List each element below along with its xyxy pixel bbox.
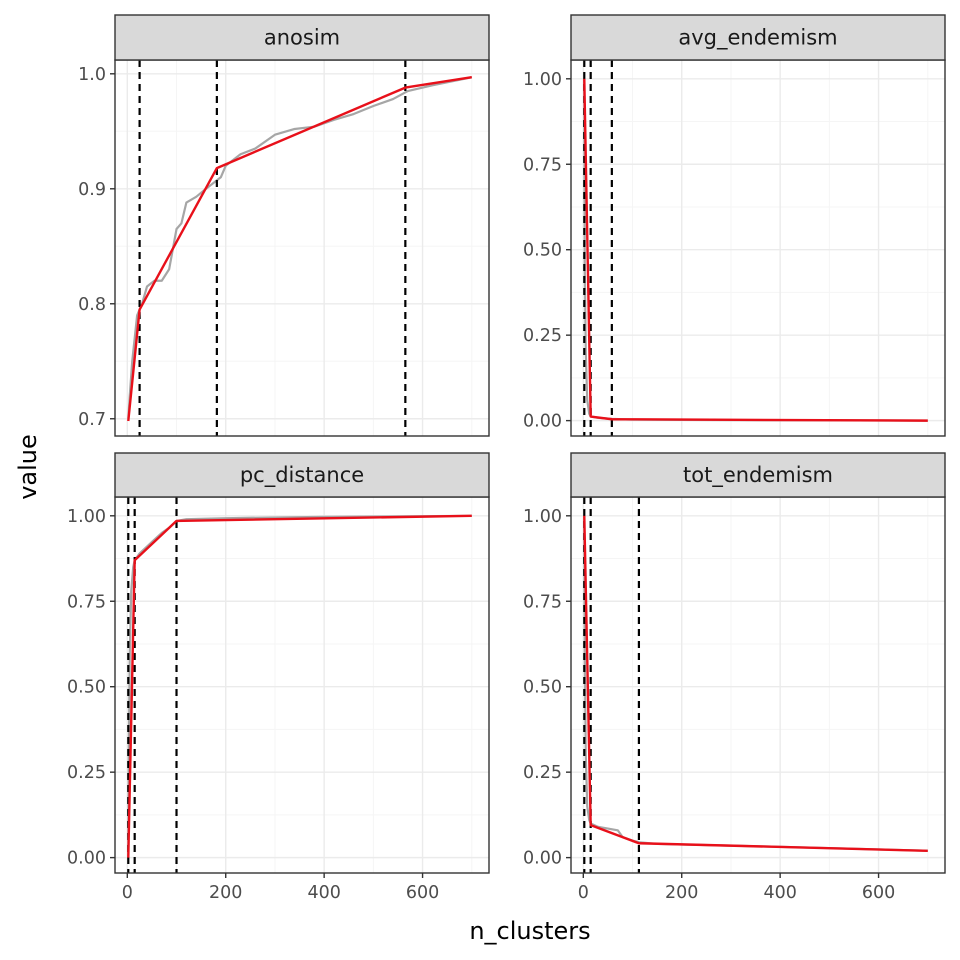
y-tick-label: 0.50 <box>67 678 106 698</box>
y-tick-label: 1.0 <box>78 65 106 85</box>
x-tick-label: 200 <box>209 883 242 903</box>
x-tick-label: 200 <box>665 883 698 903</box>
facet-strip-label: pc_distance <box>240 463 364 488</box>
fitted-line <box>583 78 928 422</box>
fitted-line <box>583 515 928 852</box>
x-axis-title: n_clusters <box>469 917 590 945</box>
panel-data <box>127 497 472 873</box>
panel-data <box>583 60 928 436</box>
y-tick-label: 1.00 <box>523 70 562 90</box>
y-tick-label: 0.25 <box>523 763 562 783</box>
y-tick-label: 0.00 <box>67 849 106 869</box>
y-tick-label: 0.00 <box>523 849 562 869</box>
y-tick-label: 0.7 <box>78 410 106 430</box>
x-tick-label: 600 <box>862 883 895 903</box>
y-tick-label: 0.25 <box>523 326 562 346</box>
facet-strip-label: anosim <box>264 26 340 50</box>
y-tick-label: 0.75 <box>67 592 106 612</box>
facet-strip-label: tot_endemism <box>683 463 833 488</box>
facet-strip <box>114 452 490 498</box>
y-tick-label: 0.8 <box>78 295 106 315</box>
facet-panel-avg-endemism: avg_endemism 0.00 0.25 0.50 0.75 1.00 <box>523 14 946 437</box>
y-tick-label: 0.25 <box>67 763 106 783</box>
fitted-line <box>127 514 472 858</box>
y-tick-label: 0.9 <box>78 180 106 200</box>
observed-line <box>127 514 472 858</box>
facet-panel-tot-endemism: tot_endemism 0.00 0.25 0.50 0.75 1.00 0 200 400 6… <box>523 452 946 903</box>
y-tick-label: 1.00 <box>523 507 562 527</box>
panel-data <box>127 60 472 436</box>
y-tick-label: 0.75 <box>523 592 562 612</box>
facet-panel-anosim: anosim 0.7 0.8 0.9 1.0 <box>78 14 490 437</box>
facet-strip-label: avg_endemism <box>678 26 837 51</box>
facet-panel-pc-distance: pc_distance 0.00 0.25 0.50 0.75 1.00 0 200 400 60… <box>67 452 490 903</box>
facet-strip <box>114 14 490 61</box>
y-tick-label: 0.75 <box>523 155 562 175</box>
x-tick-label: 0 <box>122 883 133 903</box>
x-tick-label: 0 <box>578 883 589 903</box>
panel-background <box>571 497 945 873</box>
panel-data <box>583 497 928 873</box>
facet-strip <box>570 452 946 498</box>
panel-background <box>571 60 945 436</box>
facet-strip <box>570 14 946 61</box>
x-tick-label: 400 <box>307 883 340 903</box>
x-tick-label: 400 <box>763 883 796 903</box>
fitted-line <box>127 76 472 422</box>
panel-background <box>115 60 489 436</box>
y-tick-label: 1.00 <box>67 507 106 527</box>
y-tick-label: 0.50 <box>523 678 562 698</box>
y-tick-label: 0.00 <box>523 412 562 432</box>
y-tick-label: 0.50 <box>523 241 562 261</box>
panel-background <box>115 497 489 873</box>
y-axis-title: value <box>14 434 42 500</box>
x-tick-label: 600 <box>406 883 439 903</box>
facet-panels: anosim 0.7 0.8 0.9 1.0 avg_endemism 0.00 0.25 0.… <box>67 14 946 903</box>
